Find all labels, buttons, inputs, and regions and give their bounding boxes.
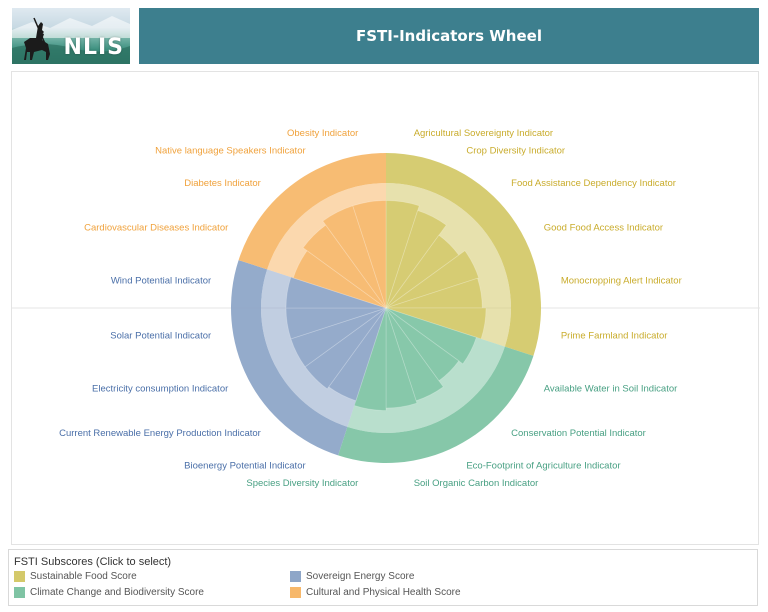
indicator-segment-soil-organic-carbon-indicator[interactable] — [385, 307, 418, 409]
indicator-label-monocropping-alert-indicator[interactable]: Monocropping Alert Indicator — [561, 275, 682, 286]
legend-swatch — [290, 587, 301, 598]
legend-label: Cultural and Physical Health Score — [306, 587, 461, 598]
indicator-segment-cardiovascular-diseases-indicator[interactable] — [292, 250, 387, 309]
indicator-segment-prime-farmland-indicator[interactable] — [385, 307, 487, 340]
indicator-segment-eco-footprint-of-agriculture-indicator[interactable] — [385, 307, 444, 402]
indicator-segment-current-renewable-energy-production-indicator[interactable] — [304, 307, 387, 390]
legend-item-climate-biodiversity[interactable]: Climate Change and Biodiversity Score — [14, 587, 204, 598]
indicator-label-crop-diversity-indicator[interactable]: Crop Diversity Indicator — [466, 145, 565, 156]
nlis-logo[interactable]: NLIS — [12, 8, 130, 64]
indicator-segment-food-assistance-dependency-indicator[interactable] — [385, 234, 460, 309]
indicator-label-good-food-access-indicator[interactable]: Good Food Access Indicator — [544, 223, 663, 234]
indicator-label-soil-organic-carbon-indicator[interactable]: Soil Organic Carbon Indicator — [414, 478, 539, 489]
legend-item-cultural-health[interactable]: Cultural and Physical Health Score — [290, 587, 461, 598]
logo-text: NLIS — [63, 35, 124, 60]
indicator-segment-bioenergy-potential-indicator[interactable] — [328, 307, 387, 402]
indicator-label-eco-footprint-of-agriculture-indicator[interactable]: Eco-Footprint of Agriculture Indicator — [466, 461, 620, 472]
indicator-segment-conservation-potential-indicator[interactable] — [385, 307, 460, 382]
indicator-wheel-chart[interactable]: Agricultural Sovereignty Indicator Crop D… — [12, 72, 760, 546]
indicator-label-electricity-consumption-indicator[interactable]: Electricity consumption Indicator — [92, 383, 228, 394]
indicator-label-current-renewable-energy-production-indicator[interactable]: Current Renewable Energy Production Indi… — [59, 428, 261, 439]
indicator-label-diabetes-indicator[interactable]: Diabetes Indicator — [184, 178, 261, 189]
indicator-segment-agricultural-sovereignty-indicator[interactable] — [385, 200, 420, 309]
indicator-label-solar-potential-indicator[interactable]: Solar Potential Indicator — [110, 331, 211, 342]
logo-rider-icon — [12, 16, 130, 64]
indicator-label-obesity-indicator[interactable]: Obesity Indicator — [287, 128, 358, 139]
indicator-segment-electricity-consumption-indicator[interactable] — [290, 307, 387, 368]
indicator-segment-solar-potential-indicator[interactable] — [285, 307, 387, 340]
legend-panel: FSTI Subscores (Click to select) Sustain… — [8, 549, 758, 606]
legend-label: Sustainable Food Score — [30, 571, 137, 582]
indicator-segment-species-diversity-indicator[interactable] — [353, 307, 387, 411]
legend-label: Sovereign Energy Score — [306, 571, 415, 582]
indicator-segment-available-water-in-soil-indicator[interactable] — [385, 307, 477, 365]
indicator-label-cardiovascular-diseases-indicator[interactable]: Cardiovascular Diseases Indicator — [84, 223, 228, 234]
indicator-label-conservation-potential-indicator[interactable]: Conservation Potential Indicator — [511, 428, 646, 439]
legend-title: FSTI Subscores (Click to select) — [14, 556, 172, 568]
indicator-label-native-language-speakers-indicator[interactable]: Native language Speakers Indicator — [155, 145, 306, 156]
indicator-segment-good-food-access-indicator[interactable] — [385, 250, 480, 309]
indicator-segment-native-language-speakers-indicator[interactable] — [322, 205, 387, 309]
legend-swatch — [290, 571, 301, 582]
indicator-segment-crop-diversity-indicator[interactable] — [385, 210, 447, 309]
indicator-segment-diabetes-indicator[interactable] — [302, 224, 387, 309]
indicator-label-wind-potential-indicator[interactable]: Wind Potential Indicator — [111, 275, 211, 286]
indicator-label-available-water-in-soil-indicator[interactable]: Available Water in Soil Indicator — [544, 383, 678, 394]
indicator-label-food-assistance-dependency-indicator[interactable]: Food Assistance Dependency Indicator — [511, 178, 676, 189]
indicator-label-prime-farmland-indicator[interactable]: Prime Farmland Indicator — [561, 331, 668, 342]
legend-item-sovereign-energy[interactable]: Sovereign Energy Score — [290, 571, 414, 582]
group-ring-sovereign-energy-score[interactable] — [231, 260, 348, 456]
indicator-label-bioenergy-potential-indicator[interactable]: Bioenergy Potential Indicator — [184, 461, 305, 472]
chart-panel: Agricultural Sovereignty Indicator Crop D… — [11, 71, 760, 546]
title-bar: FSTI-Indicators Wheel — [139, 8, 759, 64]
group-ring-cultural-and-physical-health-score[interactable] — [238, 153, 386, 270]
legend-swatch — [14, 571, 25, 582]
group-ring-sustainable-food-score[interactable] — [386, 153, 541, 356]
indicator-segment-obesity-indicator[interactable] — [352, 200, 387, 309]
indicator-label-species-diversity-indicator[interactable]: Species Diversity Indicator — [246, 478, 358, 489]
indicator-label-agricultural-sovereignty-indicator[interactable]: Agricultural Sovereignty Indicator — [414, 128, 553, 139]
indicator-segment-wind-potential-indicator[interactable] — [285, 276, 387, 309]
group-ring-climate-change-and-biodiversity-score[interactable] — [338, 346, 534, 463]
indicator-segment-monocropping-alert-indicator[interactable] — [385, 277, 483, 309]
page-title: FSTI-Indicators Wheel — [356, 27, 542, 45]
legend-swatch — [14, 587, 25, 598]
legend-item-sustainable-food[interactable]: Sustainable Food Score — [14, 571, 137, 582]
legend-label: Climate Change and Biodiversity Score — [30, 587, 204, 598]
